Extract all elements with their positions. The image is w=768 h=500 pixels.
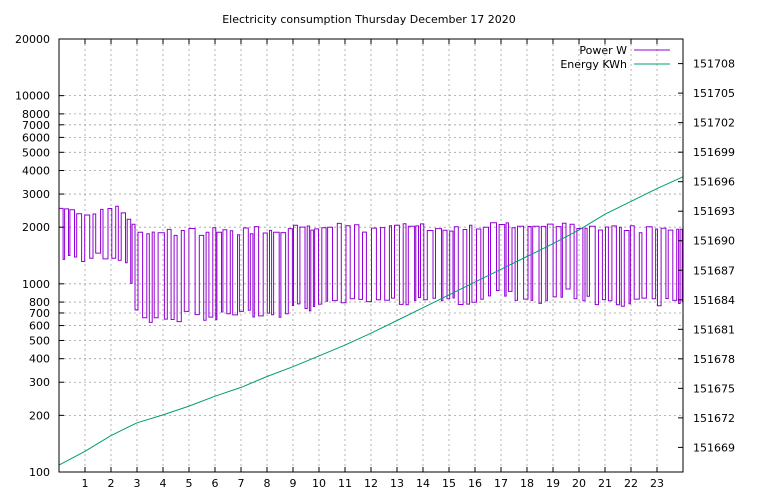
y-left-tick-label: 6000: [22, 131, 50, 144]
y-right-tick-label: 151675: [693, 382, 735, 395]
x-tick-label: 22: [624, 477, 638, 490]
x-tick-label: 11: [338, 477, 352, 490]
y-left-tick-label: 400: [29, 353, 50, 366]
y-right-tick-label: 151669: [693, 441, 735, 454]
y-left-tick-label: 600: [29, 320, 50, 333]
y-right-tick-label: 151699: [693, 146, 735, 159]
y-right-tick-label: 151681: [693, 323, 735, 336]
x-tick-label: 1: [82, 477, 89, 490]
y-left-tick-label: 8000: [22, 108, 50, 121]
y-right-tick-label: 151693: [693, 205, 735, 218]
power-series-line: [59, 205, 683, 323]
x-tick-label: 19: [546, 477, 560, 490]
y-left-tick-label: 3000: [22, 188, 50, 201]
y-right-tick-label: 151687: [693, 264, 735, 277]
y-left-tick-label: 700: [29, 307, 50, 320]
y-left-tick-label: 300: [29, 376, 50, 389]
y-right-tick-label: 151708: [693, 58, 735, 71]
y-right-tick-label: 151705: [693, 87, 735, 100]
x-tick-label: 6: [212, 477, 219, 490]
x-tick-label: 8: [264, 477, 271, 490]
y-left-tick-label: 20000: [15, 33, 50, 46]
x-tick-label: 4: [160, 477, 167, 490]
x-tick-label: 18: [520, 477, 534, 490]
legend-label-power: Power W: [579, 44, 627, 57]
x-tick-label: 13: [390, 477, 404, 490]
y-left-tick-label: 1000: [22, 278, 50, 291]
y-right-tick-label: 151684: [693, 294, 735, 307]
series-layer: [58, 176, 684, 466]
x-tick-label: 7: [238, 477, 245, 490]
x-tick-label: 12: [364, 477, 378, 490]
x-tick-label: 5: [186, 477, 193, 490]
y-right-tick-label: 151690: [693, 235, 735, 248]
y-right-tick-label: 151696: [693, 176, 735, 189]
legend: Power W Energy KWh: [560, 44, 670, 71]
x-tick-label: 20: [572, 477, 586, 490]
x-tick-label: 16: [468, 477, 482, 490]
ticks-layer: 1 2 3 4 5 6 7 8 9 10 11 12 13 14 15 16 17 18 19 20 21 22 23100…: [15, 33, 735, 490]
x-tick-label: 14: [416, 477, 430, 490]
y-left-tick-label: 100: [29, 466, 50, 479]
x-tick-label: 21: [598, 477, 612, 490]
y-left-tick-label: 10000: [15, 90, 50, 103]
x-tick-label: 10: [312, 477, 326, 490]
x-tick-label: 9: [290, 477, 297, 490]
y-left-tick-label: 4000: [22, 165, 50, 178]
x-tick-label: 3: [134, 477, 141, 490]
y-left-tick-label: 7000: [22, 119, 50, 132]
y-left-tick-label: 2000: [22, 221, 50, 234]
x-tick-label: 23: [650, 477, 664, 490]
x-tick-label: 2: [108, 477, 115, 490]
legend-label-energy: Energy KWh: [560, 58, 627, 71]
y-left-tick-label: 5000: [22, 146, 50, 159]
y-left-tick-label: 800: [29, 296, 50, 309]
y-right-tick-label: 151672: [693, 412, 735, 425]
energy-series-line: [58, 176, 684, 466]
y-right-tick-label: 151702: [693, 117, 735, 130]
y-right-tick-label: 151678: [693, 353, 735, 366]
chart-title: Electricity consumption Thursday Decembe…: [222, 13, 516, 26]
y-left-tick-label: 200: [29, 409, 50, 422]
y-left-tick-label: 500: [29, 334, 50, 347]
x-tick-label: 15: [442, 477, 456, 490]
x-tick-label: 17: [494, 477, 508, 490]
